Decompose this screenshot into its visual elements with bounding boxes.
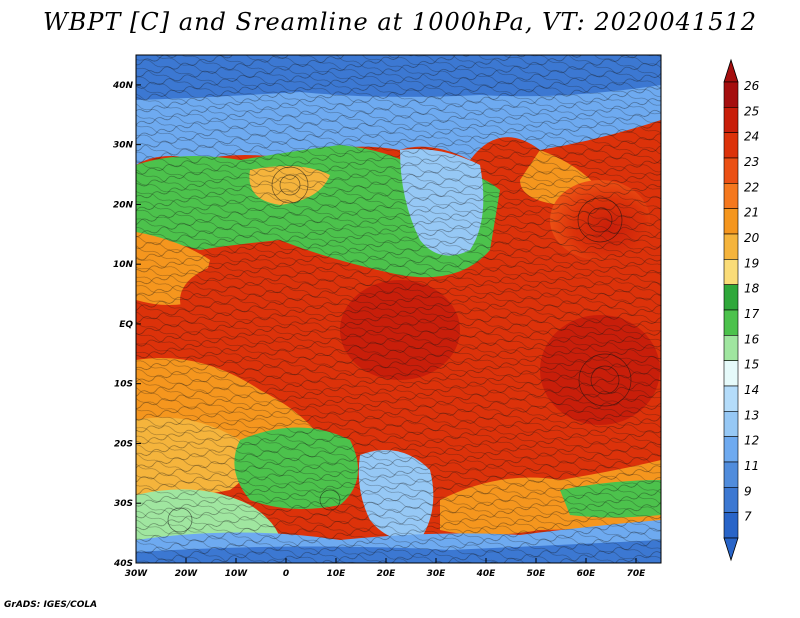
colorbar-swatch (723, 208, 739, 235)
colorbar: 26 25 24 23 22 21 20 19 18 17 16 15 14 13 12 11 9 7 (723, 58, 760, 562)
colorbar-label: 14 (744, 383, 759, 397)
colorbar-swatch (723, 385, 739, 412)
lon-label: 30E (427, 569, 447, 579)
colorbar-swatch (723, 487, 739, 513)
lon-label: 50E (527, 569, 547, 579)
colorbar-label: 21 (744, 206, 759, 220)
lon-label: 70E (627, 569, 647, 579)
lat-label: 30N (113, 141, 134, 151)
lon-label: 40E (476, 569, 497, 579)
colorbar-swatch (723, 259, 739, 285)
lon-label: 30W (125, 569, 149, 579)
colorbar-swatch (723, 157, 739, 184)
colorbar-swatch (723, 183, 739, 209)
colorbar-swatch (723, 436, 739, 463)
lat-label: EQ (119, 320, 133, 330)
lat-label: 10N (113, 260, 134, 270)
colorbar-swatch (723, 309, 739, 336)
colorbar-label: 22 (744, 180, 759, 194)
lat-label: 20S (114, 439, 133, 449)
colorbar-label: 16 (744, 332, 760, 346)
colorbar-label: 12 (744, 434, 759, 448)
lon-label: 0 (283, 569, 289, 579)
lat-label: 40S (113, 559, 133, 569)
lat-label: 10S (114, 380, 133, 390)
colorbar-swatch (723, 132, 739, 159)
colorbar-label: 11 (744, 459, 759, 473)
colorbar-label: 15 (744, 358, 759, 372)
lat-label: 30S (114, 499, 133, 509)
colorbar-swatch (723, 335, 739, 361)
lon-label: 10E (327, 569, 347, 579)
lat-label: 40N (112, 81, 134, 91)
map-frame (135, 54, 662, 564)
lon-label: 20E (377, 569, 397, 579)
chart-title: WBPT [C] and Sreamline at 1000hPa, VT: 2… (42, 8, 758, 36)
colorbar-label: 18 (744, 282, 760, 296)
colorbar-label: 13 (744, 408, 759, 422)
credit-text: GrADS: IGES/COLA (4, 600, 98, 610)
wbpt-field (136, 55, 661, 563)
colorbar-label: 26 (744, 79, 760, 93)
colorbar-swatch (723, 284, 739, 311)
colorbar-label: 20 (744, 231, 760, 245)
lon-label: 60E (577, 569, 597, 579)
longitude-axis: 30W 20W 10W 0 10E 20E 30E 40E 50E 60E 70E (125, 558, 646, 579)
lat-label: 20N (113, 200, 134, 210)
colorbar-swatch (723, 81, 739, 108)
colorbar-swatch (723, 411, 739, 437)
colorbar-label: 19 (744, 256, 759, 270)
lon-label: 10W (225, 569, 249, 579)
colorbar-label: 9 (744, 484, 752, 498)
colorbar-swatch (723, 360, 739, 387)
colorbar-label: 25 (744, 104, 759, 118)
lon-label: 20W (175, 569, 199, 579)
colorbar-max-arrow (723, 58, 739, 83)
colorbar-label: 23 (744, 155, 759, 169)
colorbar-swatch (723, 461, 739, 488)
colorbar-label: 17 (744, 307, 760, 321)
colorbar-swatch (723, 233, 739, 260)
colorbar-min-arrow (723, 537, 739, 562)
colorbar-label: 7 (744, 510, 752, 524)
colorbar-swatch (723, 107, 739, 133)
colorbar-label: 24 (744, 130, 759, 144)
colorbar-swatch (723, 512, 739, 539)
latitude-axis: 40N 30N 20N 10N EQ 10S 20S 30S 40S (112, 81, 141, 569)
